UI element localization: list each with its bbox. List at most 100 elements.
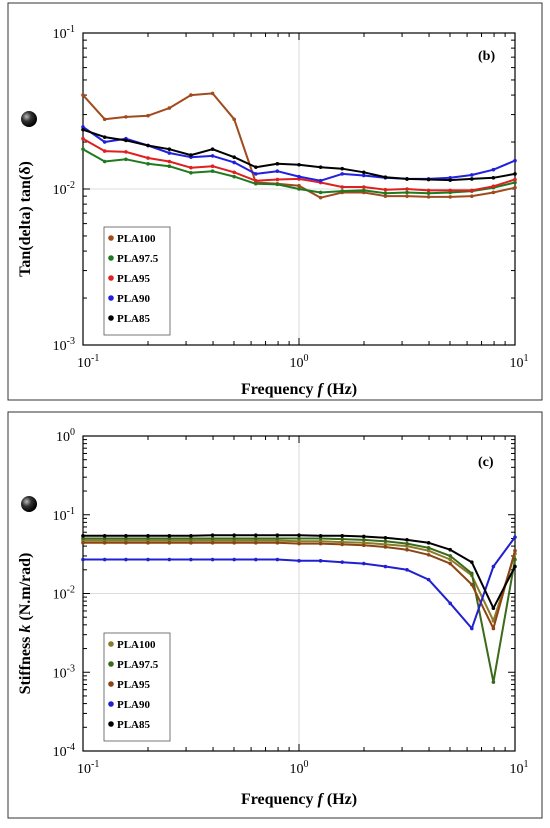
data-point xyxy=(81,541,85,545)
data-point xyxy=(102,536,107,541)
data-point xyxy=(275,557,280,562)
data-point xyxy=(102,541,107,545)
data-point xyxy=(81,147,85,151)
data-point xyxy=(448,561,453,566)
data-point xyxy=(448,557,453,562)
data-point xyxy=(340,189,345,193)
sphere-bullet-icon xyxy=(21,111,37,127)
legend-marker xyxy=(108,295,114,301)
y-tick-label: 100 xyxy=(56,427,75,445)
data-point xyxy=(210,147,215,151)
data-point xyxy=(254,178,258,183)
data-point xyxy=(275,177,280,182)
data-point xyxy=(275,182,280,187)
x-axis-title: Frequency f (Hz) xyxy=(241,381,357,398)
data-point xyxy=(318,165,323,169)
data-point xyxy=(491,564,496,569)
data-point xyxy=(491,606,496,611)
data-point xyxy=(210,154,215,158)
data-point xyxy=(383,191,388,195)
data-point xyxy=(146,113,150,118)
data-point xyxy=(102,117,107,122)
data-point xyxy=(318,195,323,200)
data-point xyxy=(146,541,150,545)
data-point xyxy=(491,175,496,180)
data-point xyxy=(405,567,409,572)
data-point xyxy=(146,557,150,562)
data-point xyxy=(405,538,409,542)
data-point xyxy=(513,185,517,190)
data-point xyxy=(448,178,453,182)
legend-marker xyxy=(108,315,114,321)
data-point xyxy=(167,106,172,110)
y-tick-label: 10-1 xyxy=(53,24,75,42)
legend-marker xyxy=(108,681,114,687)
data-point xyxy=(383,187,388,192)
data-point xyxy=(232,155,236,159)
data-point xyxy=(297,533,301,537)
legend-label: PLA95 xyxy=(117,273,151,285)
data-point xyxy=(448,188,453,193)
x-tick-label: 101 xyxy=(510,759,529,777)
data-point xyxy=(254,541,258,545)
data-point xyxy=(405,544,409,548)
x-tick-label: 10-1 xyxy=(77,759,99,777)
data-point xyxy=(210,536,215,541)
legend-label: PLA100 xyxy=(117,233,156,245)
legend-marker xyxy=(108,721,114,727)
data-point xyxy=(275,169,280,174)
data-point xyxy=(383,542,388,547)
data-point xyxy=(254,533,258,537)
data-point xyxy=(189,171,193,175)
data-point xyxy=(405,547,409,552)
x-axis-title: Frequency f (Hz) xyxy=(241,791,357,808)
data-point xyxy=(340,560,345,564)
data-point xyxy=(254,536,258,541)
data-point xyxy=(189,541,193,545)
data-point xyxy=(254,181,258,186)
panel-b-frame xyxy=(7,2,543,401)
data-point xyxy=(340,166,345,171)
plot-area xyxy=(82,435,516,752)
data-point xyxy=(491,167,496,172)
data-point xyxy=(210,91,215,96)
legend-label: PLA97.5 xyxy=(117,253,159,265)
panel-tag: (b) xyxy=(478,49,495,64)
data-point xyxy=(318,178,323,183)
data-point xyxy=(513,557,517,562)
data-point xyxy=(491,184,496,189)
data-point xyxy=(318,190,323,195)
data-point xyxy=(361,561,366,566)
data-point xyxy=(167,164,172,169)
data-point xyxy=(102,135,107,139)
data-point xyxy=(124,150,128,154)
data-point xyxy=(513,172,517,176)
y-tick-label: 10-2 xyxy=(53,180,75,198)
data-point xyxy=(383,539,388,544)
data-point xyxy=(297,162,301,167)
y-tick-label: 10-3 xyxy=(53,336,75,354)
data-point xyxy=(513,177,517,182)
data-point xyxy=(513,548,517,553)
data-point xyxy=(491,680,496,684)
legend-label: PLA97.5 xyxy=(117,659,159,671)
data-point xyxy=(297,541,301,546)
data-point xyxy=(146,156,150,160)
data-point xyxy=(297,183,301,188)
data-point xyxy=(102,534,107,538)
legend xyxy=(103,226,171,336)
data-point xyxy=(491,626,496,631)
data-point xyxy=(340,542,345,547)
legend-label: PLA100 xyxy=(117,639,156,651)
data-point xyxy=(361,543,366,548)
data-point xyxy=(426,577,431,582)
data-point xyxy=(361,170,366,175)
data-point xyxy=(167,534,172,538)
data-point xyxy=(81,127,85,132)
data-point xyxy=(232,533,236,537)
data-point xyxy=(470,582,474,587)
data-point xyxy=(470,173,474,177)
data-point xyxy=(361,538,366,542)
data-point xyxy=(167,541,172,545)
data-point xyxy=(426,541,431,545)
